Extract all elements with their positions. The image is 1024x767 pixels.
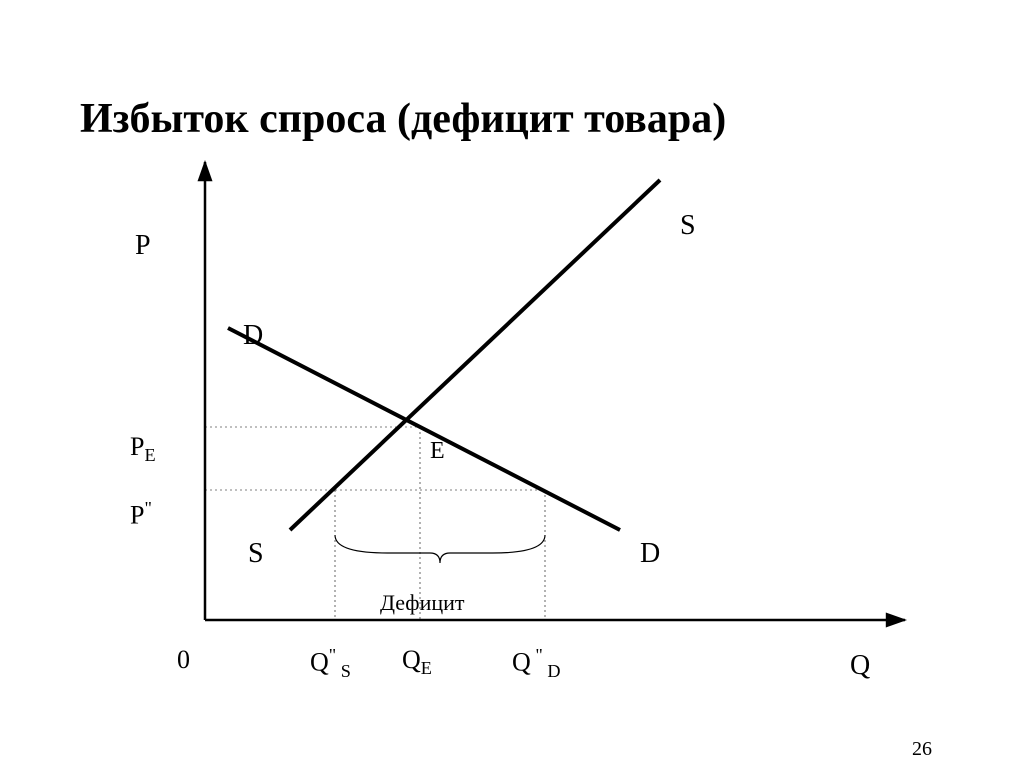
- supply-demand-chart: [0, 0, 1024, 767]
